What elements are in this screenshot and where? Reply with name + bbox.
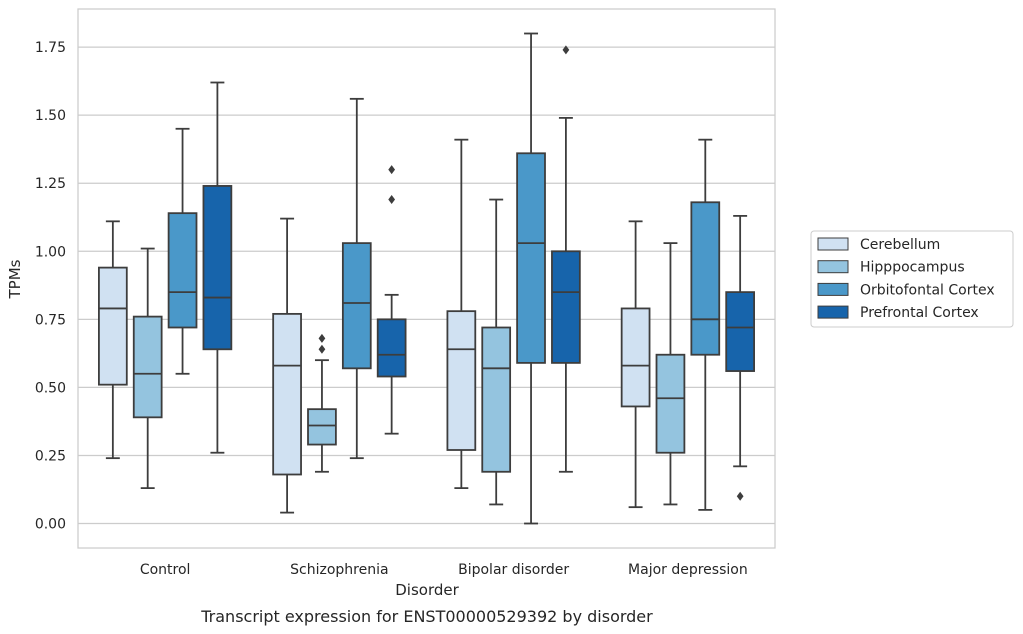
box-plot-series [98,32,755,525]
x-axis-label: Disorder [395,581,459,599]
box-1-0 [272,217,302,514]
y-axis-label: TPMs [6,259,24,299]
box-body [690,201,721,356]
y-tick-label: 0.00 [35,517,66,533]
outlier-point [736,491,744,501]
box-3-1 [655,242,686,506]
x-tick-label: Control [140,562,191,578]
y-tick-label: 0.75 [35,312,66,328]
y-tick-label: 0.50 [35,380,66,396]
box-body [98,266,128,386]
box-1-3 [376,165,407,435]
axes-frame [77,8,776,549]
box-body [551,250,581,364]
y-tick-label: 1.50 [35,108,66,124]
box-body [446,310,477,451]
x-tick-label: Schizophrenia [290,562,388,578]
box-3-2 [690,138,721,511]
box-2-3 [551,45,581,473]
y-tick-label: 1.25 [35,176,66,192]
outlier-point [388,195,396,205]
outlier-point [388,165,396,175]
box-0-2 [167,127,198,375]
y-tick-label: 0.25 [35,448,66,464]
box-body [376,318,407,378]
outlier-point [318,333,326,343]
y-tick-labels: 0.00 0.25 0.50 0.75 1.00 1.25 1.50 1.75 [35,40,66,532]
box-body [272,312,302,476]
legend-entry-label: Hipppocampus [860,260,965,276]
box-body [620,307,651,408]
x-tick-labels: Control Schizophrenia Bipolar disorder Majo… [140,562,748,578]
box-body [132,315,163,419]
box-2-2 [516,32,546,525]
legend-swatch [817,260,849,274]
box-2-1 [481,198,512,506]
box-body [167,212,198,329]
legend-entry-label: Prefrontal Cortex [860,305,979,321]
box-body [655,353,686,454]
chart-caption: Transcript expression for ENST0000052939… [200,607,653,626]
box-3-3 [725,214,755,501]
box-body [725,291,755,372]
legend-swatch [817,237,849,251]
legend-swatch [817,305,849,319]
box-0-3 [202,81,233,454]
legend-frame [810,230,1014,328]
outlier-point [318,344,326,354]
box-2-0 [446,138,477,490]
box-1-2 [341,97,372,460]
x-tick-label: Bipolar disorder [458,562,569,578]
y-tick-label: 1.75 [35,40,66,56]
legend-entry-label: Orbitofontal Cortex [860,282,995,298]
box-0-0 [98,220,128,460]
box-body [307,408,337,446]
y-tick-label: 1.00 [35,244,66,260]
legend: Cerebellum Hipppocampus Orbitofontal Corte… [810,230,1014,328]
box-body [202,185,233,351]
box-body [516,152,546,364]
outlier-point [562,45,570,55]
box-1-1 [307,333,337,473]
box-0-1 [132,247,163,490]
box-body [341,242,372,370]
x-tick-label: Major depression [628,562,748,578]
legend-swatch [817,282,849,296]
box-body [481,326,512,473]
box-3-0 [620,220,651,509]
legend-entry-label: Cerebellum [860,237,940,253]
